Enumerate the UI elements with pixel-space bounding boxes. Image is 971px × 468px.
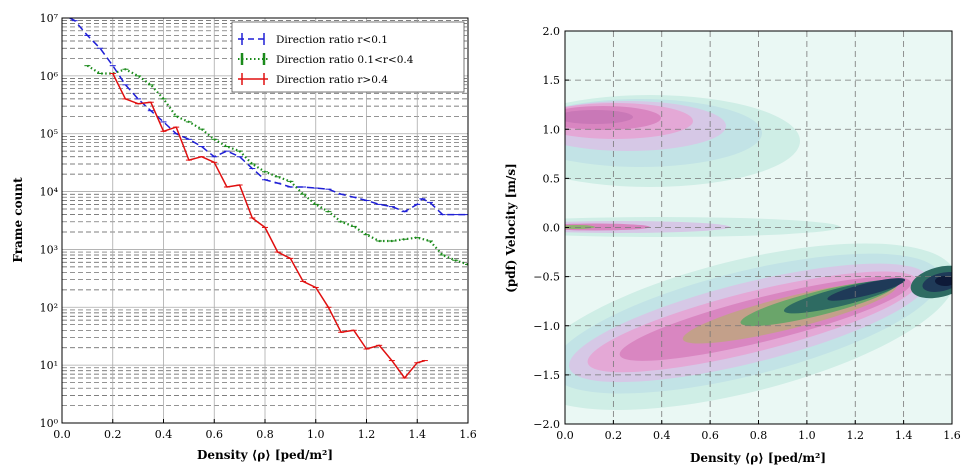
left-y-tick-label: 10⁷ [40,12,59,25]
right-x-tick-label: 0.8 [750,429,768,442]
right-x-tick-label: 0.2 [605,429,623,442]
left-y-axis-label: Frame count [11,177,25,263]
left-y-tick-label: 10² [40,301,58,314]
legend-entry-r-mid: Direction ratio 0.1<r<0.4 [238,53,414,66]
left-y-tick-label: 10¹ [40,359,58,372]
right-panel: 0.0 0.2 0.4 0.6 0.8 1.0 1.2 1.4 1.6 −2.0 −1.5 −1.0… [504,25,961,465]
left-x-tick-label: 0.8 [256,428,274,441]
right-x-tick-label: 1.4 [895,429,913,442]
right-y-tick-label: 0.0 [543,222,561,235]
left-x-tick-label: 0.6 [206,428,224,441]
left-x-tick-label: 1.4 [409,428,427,441]
series-line-2 [112,73,426,379]
left-series [66,18,468,379]
right-x-ticks: 0.0 0.2 0.4 0.6 0.8 1.0 1.2 1.4 1.6 [556,420,961,442]
left-x-tick-label: 0.2 [104,428,122,441]
legend-entry-r-gt-0-4: Direction ratio r>0.4 [238,73,388,86]
right-x-tick-label: 1.2 [847,429,865,442]
legend-label-r-gt-0-4: Direction ratio r>0.4 [276,74,388,86]
left-x-ticks: 0.0 0.2 0.4 0.6 0.8 1.0 1.2 1.4 1.6 [53,419,477,441]
left-y-tick-label: 10⁵ [40,128,58,141]
right-x-tick-label: 0.4 [653,429,671,442]
contour-upper-band [565,95,800,187]
contour-zero-band [565,217,840,237]
right-x-tick-label: 1.0 [798,429,816,442]
right-y-tick-label: −0.5 [533,271,560,284]
left-y-tick-label: 10⁶ [40,70,59,83]
left-x-tick-label: 1.0 [307,428,325,441]
right-x-tick-label: 0.6 [701,429,719,442]
left-x-tick-label: 1.2 [358,428,376,441]
left-grid [61,17,469,424]
right-y-axis-label: (pdf) Velocity [m/s] [504,163,518,293]
right-y-tick-label: 2.0 [543,25,561,38]
right-y-tick-label: −1.5 [533,369,560,382]
left-x-tick-label: 0.0 [53,428,71,441]
density-contours [565,95,952,410]
right-y-tick-label: 0.5 [543,172,561,185]
left-x-axis-label: Density ⟨ρ⟩ [ped/m²] [197,448,333,462]
right-y-tick-label: 1.5 [543,74,561,87]
legend-label-r-lt-0-1: Direction ratio r<0.1 [276,34,388,46]
legend-label-r-mid: Direction ratio 0.1<r<0.4 [276,54,414,66]
right-x-tick-label: 0.0 [556,429,574,442]
left-y-ticks: 10⁰ 10¹ 10² 10³ 10⁴ 10⁵ 10⁶ 10⁷ [40,12,59,430]
right-grid [565,31,952,424]
legend-entry-r-lt-0-1: Direction ratio r<0.1 [238,33,388,46]
left-x-tick-label: 0.4 [155,428,173,441]
right-y-tick-label: −2.0 [533,418,560,431]
left-panel: 0.0 0.2 0.4 0.6 0.8 1.0 1.2 1.4 1.6 10⁰ 10¹ 10² 10³… [11,12,477,462]
legend: Direction ratio r<0.1 Direction ratio 0.… [231,21,465,93]
legend-box [231,21,465,93]
right-x-tick-label: 1.6 [943,429,961,442]
contour-lower-band [565,243,952,410]
right-y-tick-label: 1.0 [543,123,561,136]
right-y-ticks: −2.0 −1.5 −1.0 −0.5 0.0 0.5 1.0 1.5 2.0 [533,25,569,431]
left-y-tick-label: 10⁰ [40,417,59,430]
right-x-axis-label: Density ⟨ρ⟩ [ped/m²] [690,451,826,465]
right-y-tick-label: −1.0 [533,320,560,333]
left-y-tick-label: 10³ [40,243,58,256]
left-y-tick-label: 10⁴ [40,186,59,199]
left-x-tick-label: 1.6 [459,428,477,441]
